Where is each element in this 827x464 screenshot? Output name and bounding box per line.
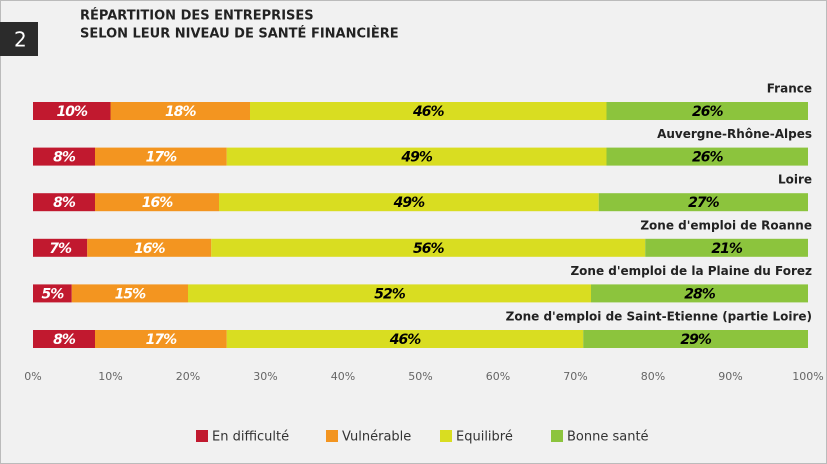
bar-segment xyxy=(219,193,599,212)
bar-segment xyxy=(606,102,808,120)
value-label: 21% xyxy=(711,241,742,257)
x-tick-label: 70% xyxy=(563,370,587,383)
bar-segment xyxy=(33,147,95,166)
value-label: 15% xyxy=(115,286,146,302)
value-label: 52% xyxy=(374,286,405,302)
value-label: 46% xyxy=(389,332,421,348)
value-label: 26% xyxy=(692,104,723,120)
bar-segment xyxy=(598,193,808,212)
legend-label: Bonne santé xyxy=(567,430,649,445)
badge-box xyxy=(0,22,38,56)
bar-segment xyxy=(226,147,607,166)
x-tick-label: 30% xyxy=(253,370,277,383)
legend-swatch xyxy=(326,430,338,442)
bar-segment xyxy=(95,330,227,348)
bar-segment xyxy=(591,284,808,303)
bar-segment xyxy=(583,330,808,348)
legend-label: Equilibré xyxy=(456,430,513,445)
bar-segment xyxy=(33,238,88,257)
value-label: 29% xyxy=(680,332,711,348)
x-tick-label: 40% xyxy=(331,370,355,383)
x-tick-label: 10% xyxy=(98,370,122,383)
value-label: 17% xyxy=(146,150,177,166)
value-label: 49% xyxy=(393,195,425,211)
x-tick-label: 20% xyxy=(176,370,200,383)
category-label: Zone d'emploi de Roanne xyxy=(640,218,812,232)
badge: 2 xyxy=(14,28,27,52)
legend-swatch xyxy=(551,430,563,442)
category-label: Auvergne-Rhône-Alpes xyxy=(657,127,812,141)
bar-segment xyxy=(33,193,95,212)
value-label: 8% xyxy=(53,150,76,166)
x-tick-label: 0% xyxy=(24,370,41,383)
bar-segment xyxy=(110,102,250,120)
bar-segment xyxy=(95,193,219,212)
bar-segment xyxy=(87,238,212,257)
value-label: 16% xyxy=(134,241,165,257)
category-label: France xyxy=(767,82,812,96)
bar-segment xyxy=(33,284,72,303)
value-label: 26% xyxy=(692,150,723,166)
value-label: 8% xyxy=(53,195,76,211)
value-label: 27% xyxy=(688,195,719,211)
x-tick-label: 50% xyxy=(408,370,432,383)
legend-swatch xyxy=(440,430,452,442)
bar-segment xyxy=(95,147,227,166)
value-label: 7% xyxy=(49,241,72,257)
bar-segment xyxy=(33,102,111,120)
category-label: Zone d'emploi de la Plaine du Forez xyxy=(570,264,812,278)
value-label: 8% xyxy=(53,332,76,348)
category-label: Loire xyxy=(778,173,812,187)
bar-segment xyxy=(645,238,808,257)
value-label: 18% xyxy=(165,104,196,120)
legend-label: En difficulté xyxy=(212,430,289,445)
x-tick-label: 60% xyxy=(486,370,510,383)
bar-segment xyxy=(250,102,607,120)
chart-title: RÉPARTITION DES ENTREPRISES xyxy=(80,8,314,24)
x-tick-label: 100% xyxy=(792,370,823,383)
value-label: 16% xyxy=(142,195,173,211)
category-label: Zone d'emploi de Saint-Etienne (partie L… xyxy=(506,310,812,324)
bar-segment xyxy=(188,284,591,303)
value-label: 56% xyxy=(413,241,444,257)
value-label: 17% xyxy=(146,332,177,348)
bar-segment xyxy=(211,238,646,257)
bar-segment xyxy=(33,330,95,348)
x-tick-label: 90% xyxy=(718,370,742,383)
bar-segment xyxy=(71,284,188,303)
value-label: 46% xyxy=(412,104,444,120)
bar-segment xyxy=(606,147,808,166)
chart-title: SELON LEUR NIVEAU DE SANTÉ FINANCIÈRE xyxy=(80,26,399,42)
value-label: 28% xyxy=(684,286,715,302)
value-label: 49% xyxy=(400,150,432,166)
value-label: 5% xyxy=(41,286,64,302)
bar-segment xyxy=(226,330,584,348)
legend-swatch xyxy=(196,430,208,442)
value-label: 10% xyxy=(56,104,87,120)
x-tick-label: 80% xyxy=(641,370,665,383)
legend-label: Vulnérable xyxy=(342,430,411,445)
